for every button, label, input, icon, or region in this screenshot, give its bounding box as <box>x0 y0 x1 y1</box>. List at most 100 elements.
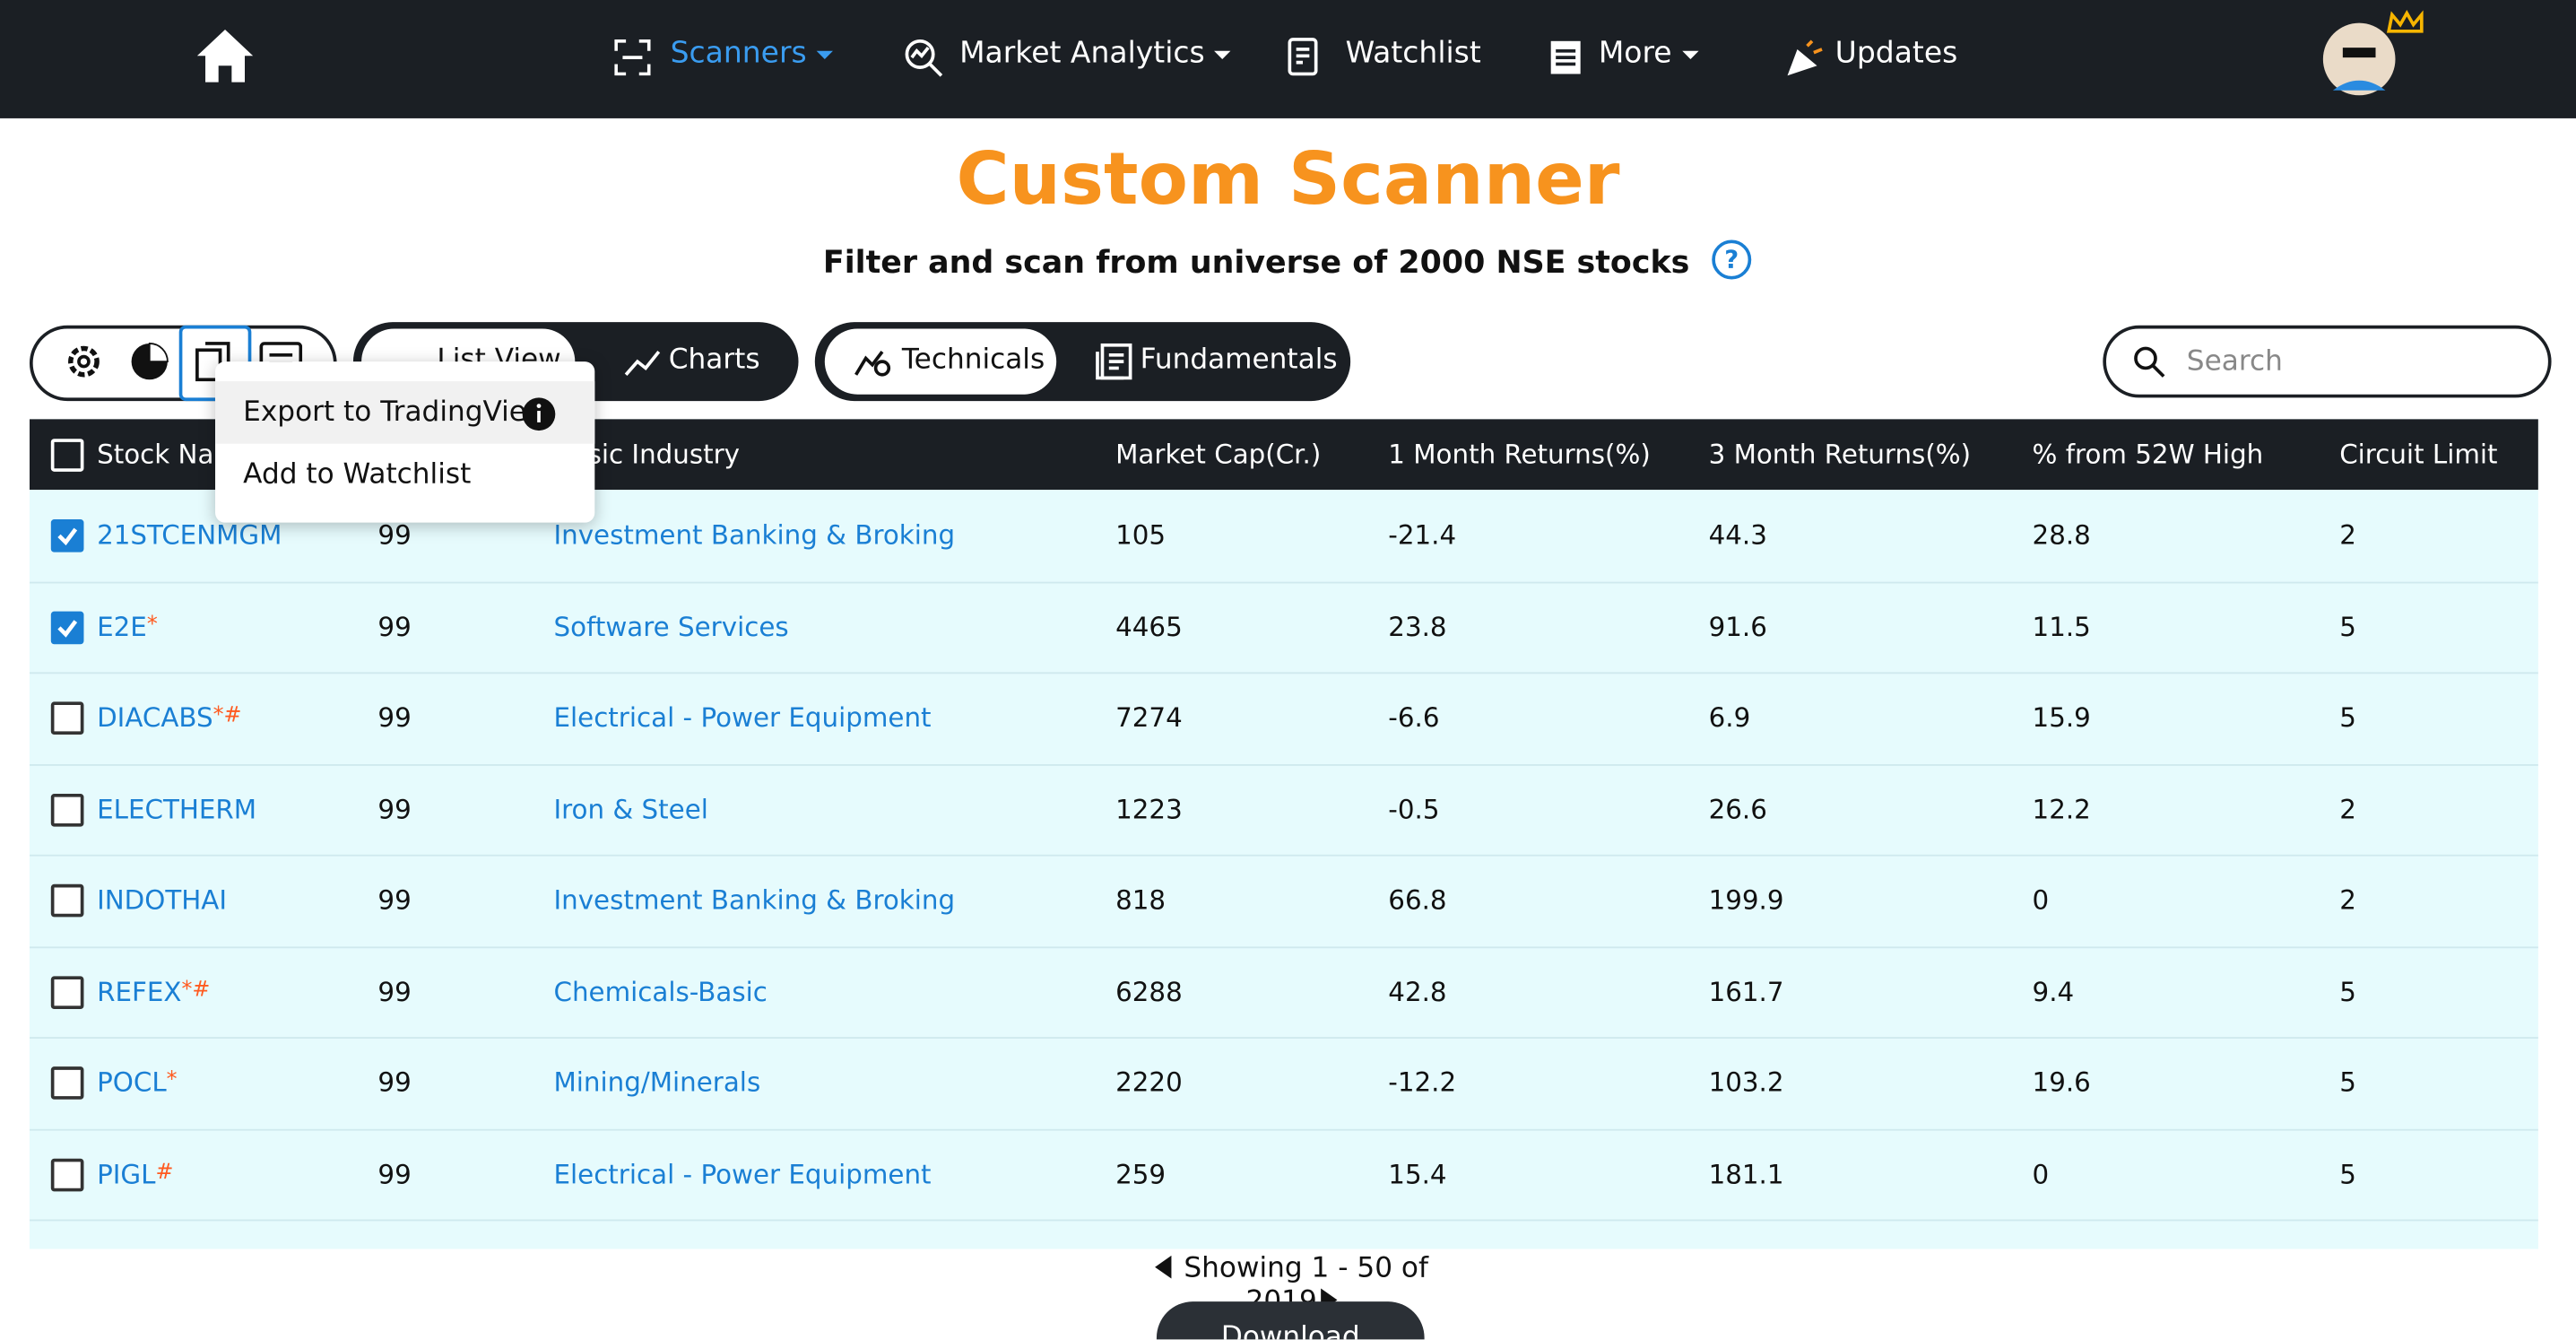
stock-symbol[interactable]: REFEX*# <box>97 975 210 1006</box>
table-cell: 0 <box>2032 1157 2050 1189</box>
view-charts[interactable]: Charts <box>668 343 760 377</box>
row-checkbox[interactable] <box>50 519 84 553</box>
table-row: ELECTHERM 99 Iron & Steel 1223 -0.5 26.6 12.2 2 <box>29 763 2538 857</box>
stock-symbol[interactable]: ELECTHERM <box>97 793 256 824</box>
symbol-text[interactable]: 21STCENMGM <box>97 519 282 551</box>
industry-link[interactable]: Iron & Steel <box>553 793 708 824</box>
industry-link[interactable]: Mining/Minerals <box>553 1066 761 1098</box>
row-checkbox[interactable] <box>50 883 84 918</box>
menu-add-watchlist[interactable]: Add to Watchlist <box>243 458 472 492</box>
industry-link[interactable]: Investment Banking & Broking <box>553 883 956 916</box>
table-row: E2E* 99 Software Services 4465 23.8 91.6 11.5 5 <box>29 581 2538 674</box>
table-cell: -21.4 <box>1388 519 1457 551</box>
table-cell: 5 <box>2339 975 2356 1007</box>
fundamentals-icon <box>1096 343 1132 380</box>
table-cell: 2 <box>2339 883 2356 916</box>
table-cell: 4465 <box>1115 610 1183 642</box>
prev-page[interactable] <box>1154 1255 1171 1279</box>
table-cell: 181.1 <box>1708 1157 1784 1189</box>
search-box[interactable] <box>2103 325 2552 398</box>
table-cell: 259 <box>1115 1157 1167 1189</box>
column-header: 3 Month Returns(%) <box>1708 439 1972 471</box>
table-cell: 23.8 <box>1388 610 1447 642</box>
navbar: Scanners Market Analytics Watchlist More… <box>0 0 2576 118</box>
table-cell: 42.8 <box>1388 975 1447 1007</box>
analytics-icon <box>905 39 943 77</box>
table-row: DIACABS*# 99 Electrical - Power Equipment 7… <box>29 672 2538 765</box>
table-cell: 26.6 <box>1708 793 1767 824</box>
nav-more[interactable]: More <box>1599 36 1698 70</box>
tab-fundamentals[interactable]: Fundamentals <box>1140 343 1338 377</box>
settings-icon[interactable] <box>63 340 106 383</box>
industry-link[interactable]: Investment Banking & Broking <box>553 519 956 551</box>
industry-link[interactable]: Electrical - Power Equipment <box>553 701 932 734</box>
chart-icon <box>624 350 661 376</box>
table-cell: -0.5 <box>1388 793 1440 824</box>
nav-updates[interactable]: Updates <box>1834 36 1958 71</box>
home-icon[interactable] <box>194 26 256 85</box>
industry-link[interactable]: Chemicals-Basic <box>553 975 768 1007</box>
stock-symbol[interactable]: DIACABS*# <box>97 701 241 733</box>
stock-symbol[interactable]: 21STCENMGM <box>97 519 282 551</box>
stock-table: Stock Name Basic Industry Market Cap(Cr.) 1… <box>29 419 2538 1249</box>
technicals-icon <box>854 351 891 377</box>
download-button[interactable]: Download <box>1156 1301 1425 1340</box>
table-cell: 99 <box>377 975 412 1007</box>
avatar[interactable] <box>2320 8 2424 97</box>
industry-link[interactable]: Software Services <box>553 610 789 642</box>
row-checkbox[interactable] <box>50 610 84 644</box>
table-cell: 11.5 <box>2032 610 2091 642</box>
table-cell: 161.7 <box>1708 975 1784 1007</box>
menu-export[interactable]: Export to TradingView <box>243 396 550 430</box>
symbol-text[interactable]: PIGL <box>97 1157 156 1189</box>
scanner-icon <box>614 39 651 76</box>
dropdown-menu: Export to TradingView Add to Watchlist <box>215 361 595 523</box>
table-cell: 6288 <box>1115 975 1183 1007</box>
stock-symbol[interactable]: POCL* <box>97 1066 177 1098</box>
nav-watchlist[interactable]: Watchlist <box>1345 36 1481 71</box>
table-cell: 5 <box>2339 610 2356 642</box>
select-all[interactable] <box>50 439 84 472</box>
more-icon <box>1550 40 1581 74</box>
watchlist-icon <box>1288 38 1318 76</box>
row-checkbox[interactable] <box>50 701 84 735</box>
nav-scanners[interactable]: Scanners <box>671 36 833 70</box>
symbol-text[interactable]: REFEX <box>97 975 182 1007</box>
table-cell: 15.4 <box>1388 1157 1447 1189</box>
search-icon <box>2134 346 2165 378</box>
table-cell: 44.3 <box>1708 519 1767 551</box>
symbol-text[interactable]: E2E <box>97 610 147 642</box>
column-header: Market Cap(Cr.) <box>1115 439 1322 471</box>
table-cell: 199.9 <box>1708 883 1784 916</box>
table-cell: 99 <box>377 610 412 642</box>
symbol-text[interactable]: POCL <box>97 1066 167 1098</box>
stock-symbol[interactable]: E2E* <box>97 611 158 642</box>
industry-link[interactable]: Electrical - Power Equipment <box>553 1157 932 1189</box>
symbol-marks: *# <box>212 703 242 728</box>
symbol-marks: * <box>146 612 158 638</box>
info-icon <box>522 397 556 431</box>
page-subtitle: Filter and scan from universe of 2000 NS… <box>0 239 2576 282</box>
symbol-text[interactable]: ELECTHERM <box>97 793 257 824</box>
table-cell: 103.2 <box>1708 1066 1784 1098</box>
symbol-marks: * <box>166 1067 178 1093</box>
table-cell: 5 <box>2339 701 2356 734</box>
table-cell: 2220 <box>1115 1066 1183 1098</box>
table-cell: 99 <box>377 793 412 824</box>
row-checkbox[interactable] <box>50 1157 84 1191</box>
stock-symbol[interactable]: PIGL# <box>97 1158 173 1189</box>
symbol-text[interactable]: DIACABS <box>97 701 213 734</box>
row-checkbox[interactable] <box>50 1066 84 1100</box>
pie-icon[interactable] <box>128 340 171 383</box>
row-checkbox[interactable] <box>50 975 84 1009</box>
table-row: 21STCENMGM 99 Investment Banking & Broking… <box>29 490 2538 583</box>
table-cell: 2 <box>2339 793 2356 824</box>
stock-symbol[interactable]: INDOTHAI <box>97 884 227 916</box>
nav-market-analytics[interactable]: Market Analytics <box>959 36 1231 70</box>
table-cell: 91.6 <box>1708 610 1767 642</box>
symbol-text[interactable]: INDOTHAI <box>97 883 228 916</box>
row-checkbox[interactable] <box>50 793 84 826</box>
tab-technicals[interactable]: Technicals <box>901 343 1045 377</box>
help-icon[interactable]: ? <box>1710 239 1753 282</box>
table-cell: 9.4 <box>2032 975 2075 1007</box>
